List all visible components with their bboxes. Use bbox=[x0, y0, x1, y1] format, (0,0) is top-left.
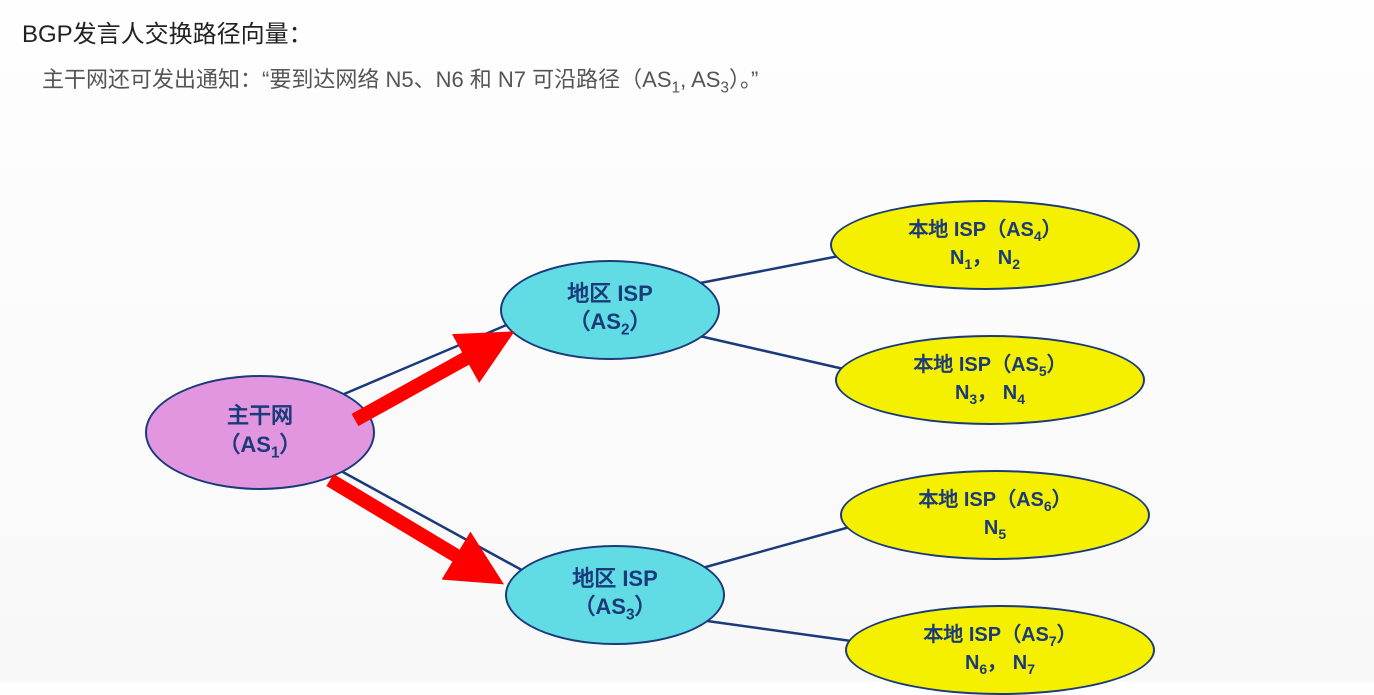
network-diagram: 主干网 （AS1） 地区 ISP （AS2） 地区 ISP （AS3） 本地 I… bbox=[0, 150, 1374, 682]
regional1-line1: 地区 ISP bbox=[567, 280, 653, 309]
regional-isp-as3-node: 地区 ISP （AS3） bbox=[505, 545, 725, 645]
subtitle-suffix: ）。” bbox=[729, 67, 758, 92]
local-isp-as4-node: 本地 ISP（AS4） N1， N2 bbox=[830, 200, 1140, 290]
subtitle-sub1: 1 bbox=[672, 79, 681, 96]
local2-line1: 本地 ISP（AS5） bbox=[913, 352, 1066, 380]
edge-backbone-regional2 bbox=[330, 465, 540, 580]
backbone-node: 主干网 （AS1） bbox=[145, 375, 375, 490]
edge-backbone-regional1 bbox=[330, 315, 530, 400]
local1-line1: 本地 ISP（AS4） bbox=[908, 217, 1061, 245]
page-title: BGP发言人交换路径向量： bbox=[22, 14, 313, 49]
backbone-line1: 主干网 bbox=[227, 402, 293, 431]
backbone-line2: （AS1） bbox=[218, 431, 301, 463]
regional2-line2: （AS3） bbox=[573, 593, 656, 625]
local4-line1: 本地 ISP（AS7） bbox=[923, 622, 1076, 650]
regional1-line2: （AS2） bbox=[568, 308, 651, 340]
local4-line2: N6， N7 bbox=[965, 650, 1035, 678]
subtitle-sub2: 3 bbox=[720, 79, 729, 96]
title-text: BGP发言人交换路径向量： bbox=[22, 21, 313, 48]
regional2-line1: 地区 ISP bbox=[572, 565, 658, 594]
regional-isp-as2-node: 地区 ISP （AS2） bbox=[500, 260, 720, 360]
page-subtitle: 主干网还可发出通知：“要到达网络 N5、N6 和 N7 可沿路径（AS1, AS… bbox=[42, 62, 758, 97]
subtitle-mid: , AS bbox=[680, 67, 720, 92]
local-isp-as6-node: 本地 ISP（AS6） N5 bbox=[840, 470, 1150, 560]
local-isp-as5-node: 本地 ISP（AS5） N3， N4 bbox=[835, 335, 1145, 425]
local2-line2: N3， N4 bbox=[955, 380, 1025, 408]
local1-line2: N1， N2 bbox=[950, 245, 1020, 273]
subtitle-prefix: 主干网还可发出通知：“要到达网络 N5、N6 和 N7 可沿路径（AS bbox=[42, 67, 672, 92]
local3-line1: 本地 ISP（AS6） bbox=[918, 487, 1071, 515]
local3-line2: N5 bbox=[984, 515, 1006, 543]
